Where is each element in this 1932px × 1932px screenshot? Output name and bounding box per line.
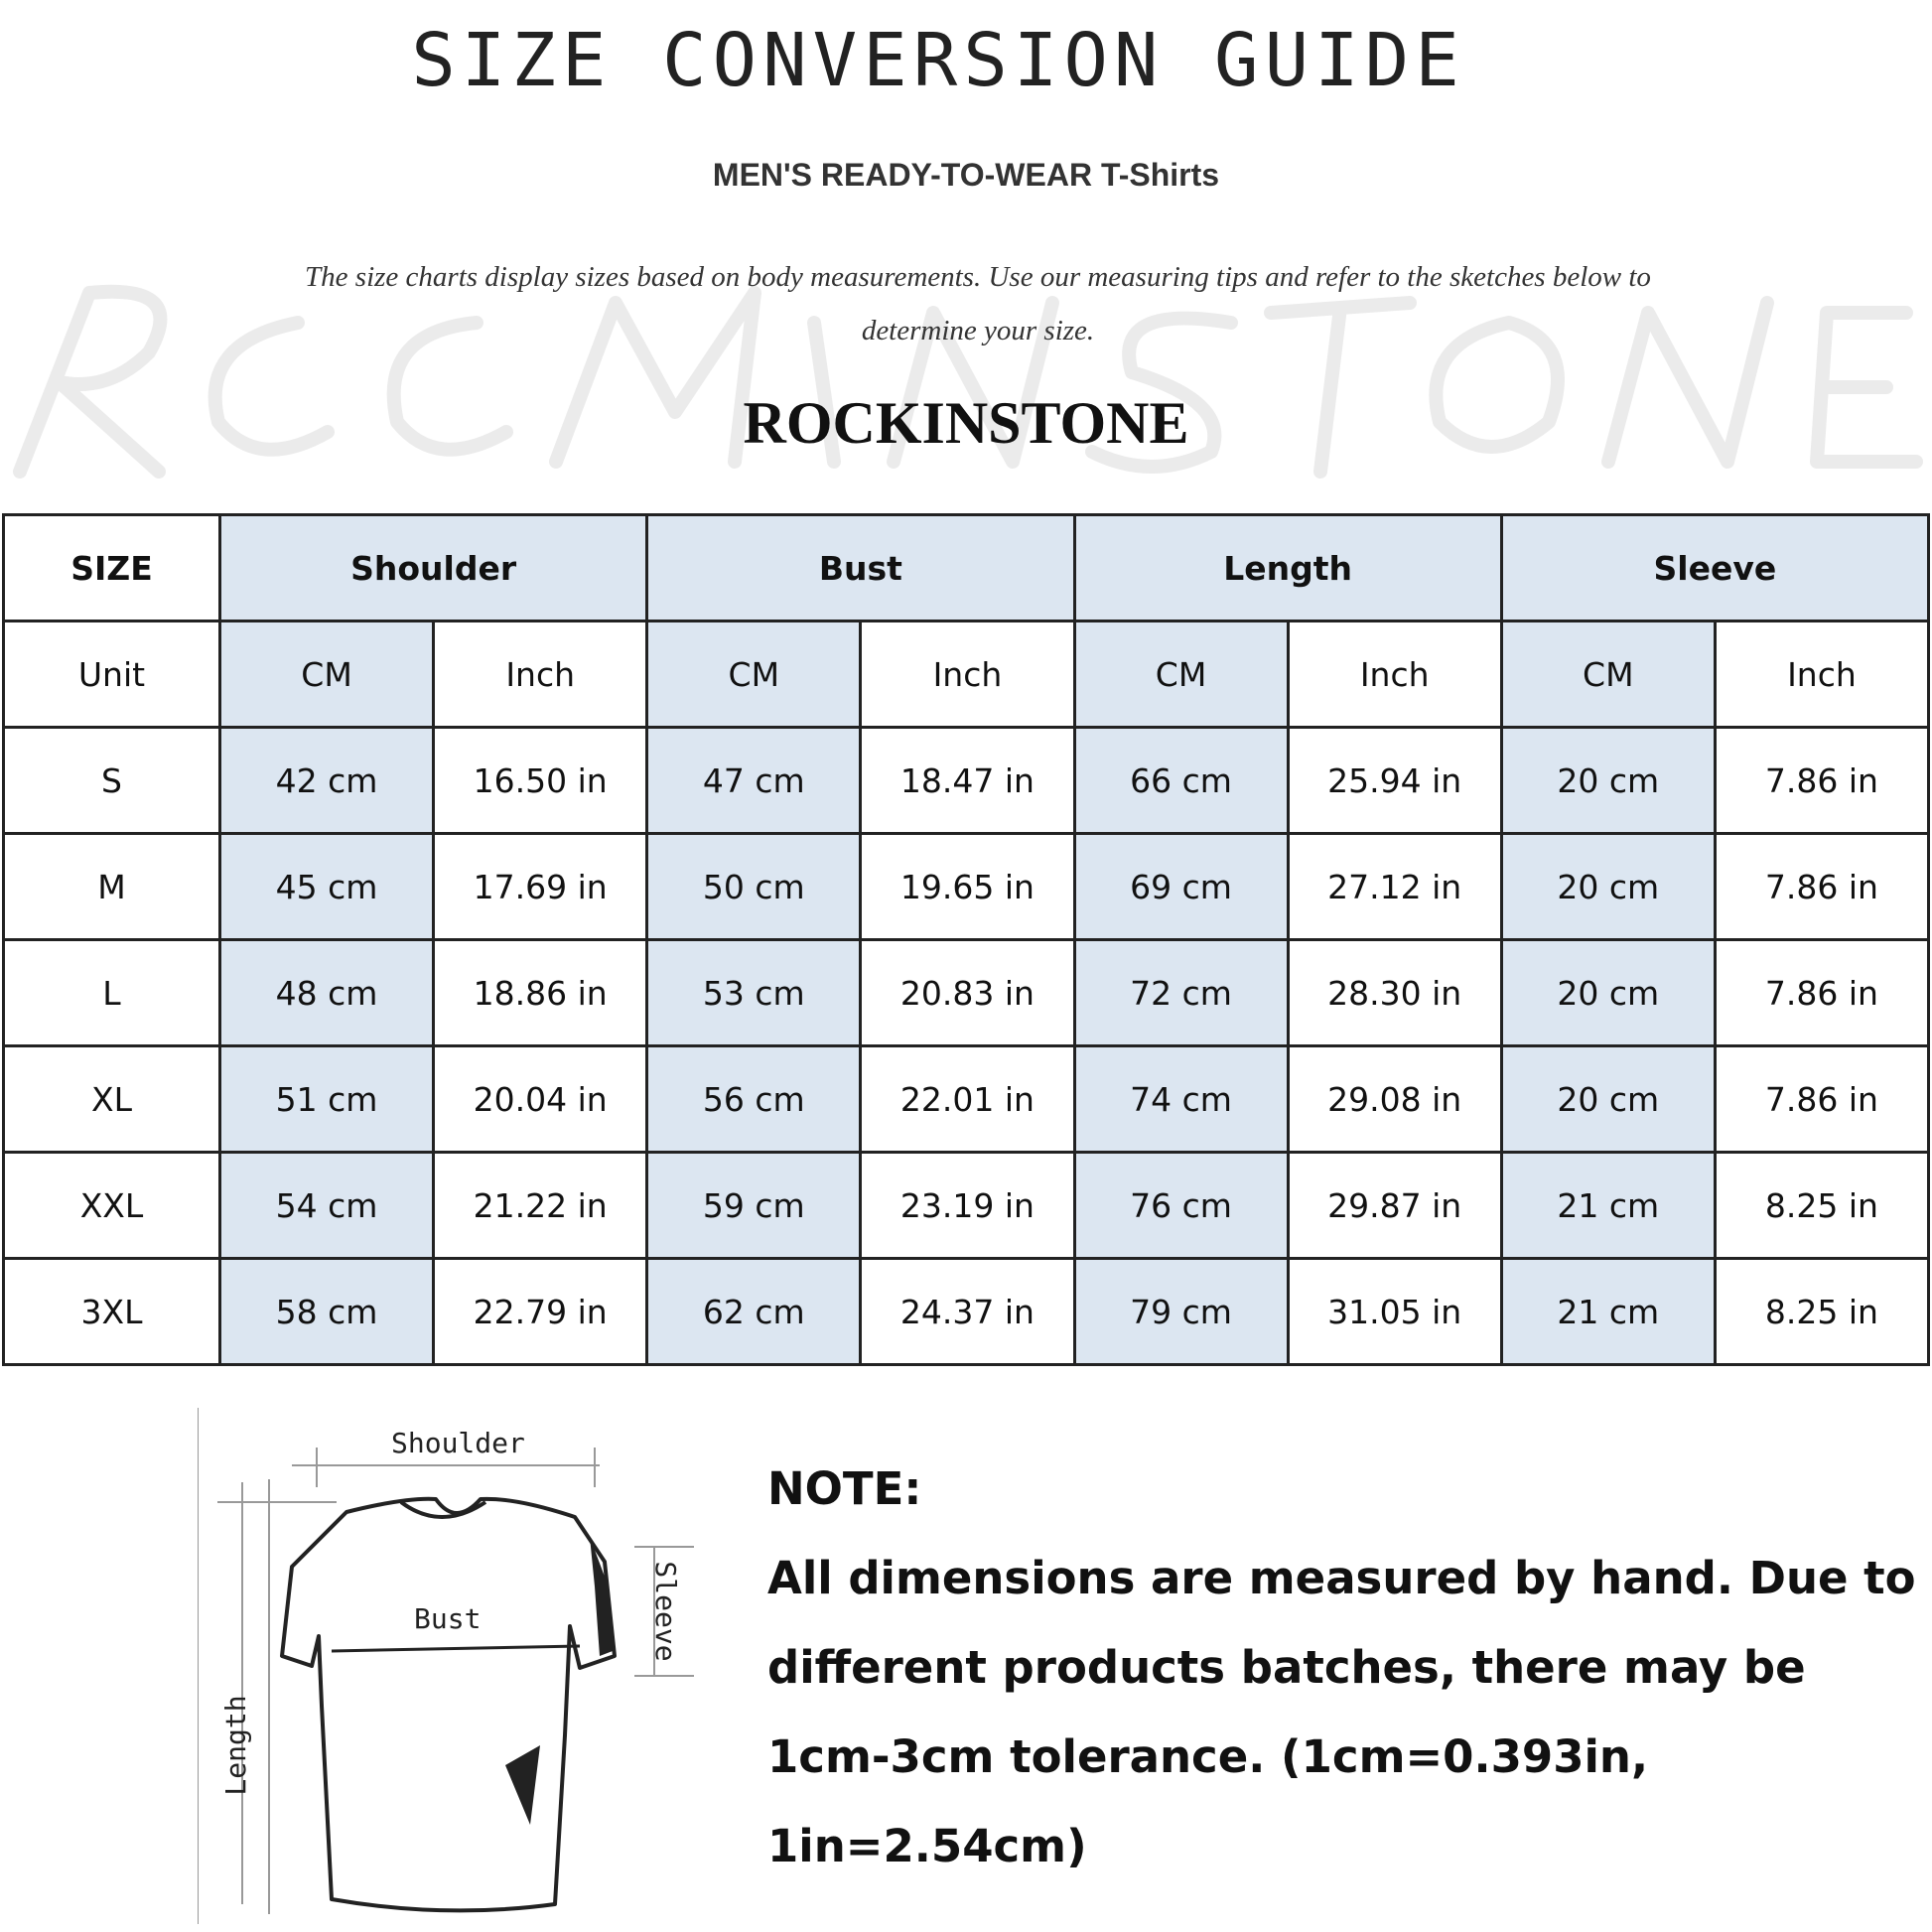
measurement-cell: 54 cm	[217, 1151, 436, 1260]
group-length: Length	[1072, 513, 1503, 622]
unit-row: Unit CM Inch CM Inch CM Inch CM Inch	[2, 620, 1931, 729]
shoulder-label: Shoulder	[391, 1427, 525, 1459]
measurement-cell: 23.19 in	[859, 1151, 1076, 1260]
unit-cell: CM	[217, 620, 436, 729]
measurement-cell: 20.83 in	[859, 938, 1076, 1047]
unit-label: Unit	[2, 620, 221, 729]
unit-cell: Inch	[1713, 620, 1931, 729]
measurement-cell: 42 cm	[217, 726, 436, 835]
group-bust: Bust	[645, 513, 1076, 622]
table-row: L 48 cm 18.86 in 53 cm 20.83 in 72 cm 28.30 in…	[2, 938, 1931, 1047]
measurement-cell: 7.86 in	[1713, 832, 1931, 941]
measurement-cell: 20.04 in	[432, 1044, 649, 1154]
tshirt-measurement-diagram: Shoulder Bust Length Sleeve	[197, 1408, 727, 1924]
size-cell: XL	[2, 1044, 221, 1154]
note-text: All dimensions are measured by hand. Due…	[767, 1552, 1916, 1872]
measurement-cell: 79 cm	[1072, 1257, 1290, 1366]
measurement-cell: 53 cm	[645, 938, 863, 1047]
note: NOTE: All dimensions are measured by han…	[767, 1445, 1919, 1891]
size-cell: 3XL	[2, 1257, 221, 1366]
measurement-cell: 8.25 in	[1713, 1151, 1931, 1260]
watermark-logo	[0, 263, 1932, 491]
measurement-cell: 22.79 in	[432, 1257, 649, 1366]
measurement-cell: 50 cm	[645, 832, 863, 941]
measurement-cell: 59 cm	[645, 1151, 863, 1260]
group-sleeve: Sleeve	[1499, 513, 1931, 622]
measurement-cell: 76 cm	[1072, 1151, 1290, 1260]
page-title: SIZE CONVERSION GUIDE	[411, 18, 1465, 103]
measurement-cell: 24.37 in	[859, 1257, 1076, 1366]
measurement-cell: 8.25 in	[1713, 1257, 1931, 1366]
size-cell: M	[2, 832, 221, 941]
measurement-cell: 58 cm	[217, 1257, 436, 1366]
measurement-cell: 18.47 in	[859, 726, 1076, 835]
group-header-row: SIZE Shoulder Bust Length Sleeve	[2, 513, 1931, 622]
measurement-cell: 19.65 in	[859, 832, 1076, 941]
unit-cell: CM	[1499, 620, 1717, 729]
measurement-cell: 16.50 in	[432, 726, 649, 835]
measurement-cell: 28.30 in	[1286, 938, 1503, 1047]
measurement-cell: 20 cm	[1499, 726, 1717, 835]
measurement-cell: 51 cm	[217, 1044, 436, 1154]
measurement-cell: 7.86 in	[1713, 1044, 1931, 1154]
tshirt-icon: Shoulder Bust Length Sleeve	[197, 1408, 694, 1924]
size-header: SIZE	[2, 513, 221, 622]
unit-cell: CM	[645, 620, 863, 729]
size-cell: S	[2, 726, 221, 835]
measurement-cell: 25.94 in	[1286, 726, 1503, 835]
measurement-cell: 20 cm	[1499, 938, 1717, 1047]
brand-name: ROCKINSTONE	[743, 390, 1189, 456]
measurement-cell: 47 cm	[645, 726, 863, 835]
unit-cell: Inch	[1286, 620, 1503, 729]
unit-cell: Inch	[432, 620, 649, 729]
measurement-cell: 69 cm	[1072, 832, 1290, 941]
description: The size charts display sizes based on b…	[305, 261, 1651, 346]
size-cell: XXL	[2, 1151, 221, 1260]
measurement-cell: 20 cm	[1499, 832, 1717, 941]
note-heading: NOTE:	[767, 1462, 922, 1515]
measurement-cell: 21 cm	[1499, 1151, 1717, 1260]
measurement-cell: 45 cm	[217, 832, 436, 941]
table-row: S 42 cm 16.50 in 47 cm 18.47 in 66 cm 25.94 in…	[2, 726, 1931, 835]
page-subtitle: MEN'S READY-TO-WEAR T-Shirts	[712, 157, 1220, 193]
table-row: 3XL 58 cm 22.79 in 62 cm 24.37 in 79 cm 31.05 …	[2, 1257, 1931, 1366]
table-row: M 45 cm 17.69 in 50 cm 19.65 in 69 cm 27.12 in…	[2, 832, 1931, 941]
measurement-cell: 56 cm	[645, 1044, 863, 1154]
measurement-cell: 7.86 in	[1713, 726, 1931, 835]
bust-label: Bust	[414, 1602, 481, 1635]
size-cell: L	[2, 938, 221, 1047]
watermark-brush-icon	[13, 284, 1923, 479]
measurement-cell: 62 cm	[645, 1257, 863, 1366]
measurement-cell: 17.69 in	[432, 832, 649, 941]
measurement-cell: 7.86 in	[1713, 938, 1931, 1047]
size-table: SIZE Shoulder Bust Length Sleeve Unit CM…	[2, 513, 1931, 1366]
table-row: XXL 54 cm 21.22 in 59 cm 23.19 in 76 cm 29.87 …	[2, 1151, 1931, 1260]
measurement-cell: 72 cm	[1072, 938, 1290, 1047]
group-shoulder: Shoulder	[217, 513, 649, 622]
measurement-cell: 22.01 in	[859, 1044, 1076, 1154]
measurement-cell: 48 cm	[217, 938, 436, 1047]
measurement-cell: 20 cm	[1499, 1044, 1717, 1154]
measurement-cell: 21.22 in	[432, 1151, 649, 1260]
length-label: Length	[219, 1695, 252, 1795]
sleeve-label: Sleeve	[649, 1561, 682, 1661]
measurement-cell: 31.05 in	[1286, 1257, 1503, 1366]
measurement-cell: 21 cm	[1499, 1257, 1717, 1366]
measurement-cell: 29.08 in	[1286, 1044, 1503, 1154]
measurement-cell: 74 cm	[1072, 1044, 1290, 1154]
measurement-cell: 27.12 in	[1286, 832, 1503, 941]
unit-cell: CM	[1072, 620, 1290, 729]
unit-cell: Inch	[859, 620, 1076, 729]
measurement-cell: 29.87 in	[1286, 1151, 1503, 1260]
table-row: XL 51 cm 20.04 in 56 cm 22.01 in 74 cm 29.08 i…	[2, 1044, 1931, 1154]
measurement-cell: 66 cm	[1072, 726, 1290, 835]
measurement-cell: 18.86 in	[432, 938, 649, 1047]
